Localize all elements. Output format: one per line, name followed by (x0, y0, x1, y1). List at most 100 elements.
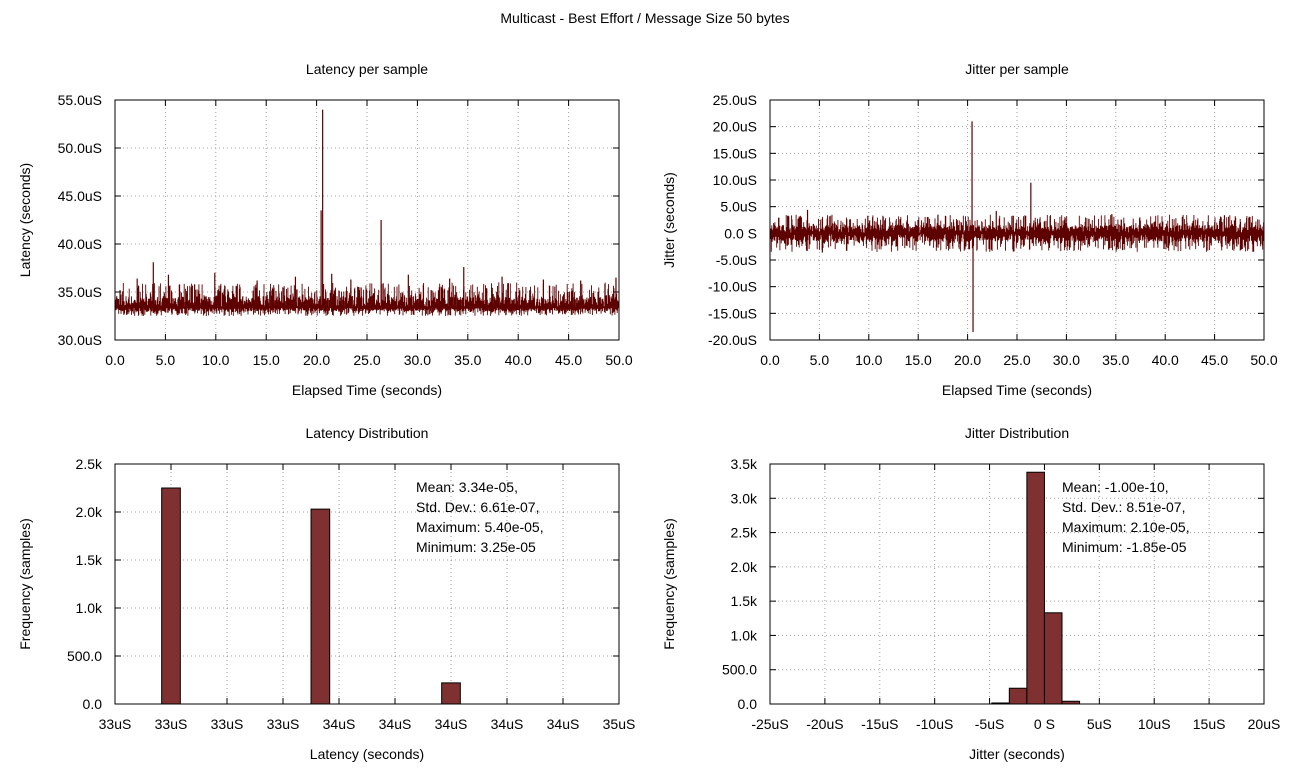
y-tick-label: 2.0k (76, 504, 103, 520)
plot-frame (114, 463, 620, 705)
y-tick-label: 3.5k (731, 456, 758, 472)
page-title: Multicast - Best Effort / Message Size 5… (500, 10, 789, 26)
x-tick-label: 34uS (379, 716, 412, 732)
y-tick-label: 25.0uS (713, 92, 757, 108)
stats-line: Minimum: 3.25e-05 (416, 539, 536, 555)
x-tick-label: 34uS (491, 716, 524, 732)
x-tick-label: 0 S (1034, 716, 1055, 732)
x-tick-label: 25.0 (353, 352, 380, 368)
x-tick-label: 5.0 (810, 352, 830, 368)
x-tick-label: 10.0 (202, 352, 229, 368)
y-tick-label: -5.0uS (716, 252, 757, 268)
chart-title: Jitter Distribution (965, 425, 1069, 441)
y-tick-label: 35.0uS (58, 284, 102, 300)
x-tick-label: -5uS (975, 716, 1005, 732)
stats-line: Minimum: -1.85e-05 (1062, 539, 1187, 555)
histogram-bar (1008, 687, 1028, 705)
x-tick-label: -10uS (916, 716, 953, 732)
x-tick-label: 10.0 (855, 352, 882, 368)
y-tick-label: 15.0uS (713, 145, 757, 161)
x-tick-label: 30.0 (1053, 352, 1080, 368)
x-tick-label: 35.0 (454, 352, 481, 368)
y-tick-label: 55.0uS (58, 92, 102, 108)
y-tick-label: 45.0uS (58, 188, 102, 204)
chart-jitter-distribution: -25uS -20uS -15uS -10uS -5uS 0 S 5uS 10uS 15uS 20… (661, 425, 1280, 762)
x-axis-label: Latency (seconds) (310, 746, 424, 762)
x-tick-label: 30.0 (404, 352, 431, 368)
y-axis-label: Frequency (samples) (17, 518, 33, 650)
histogram-bar (310, 508, 331, 705)
stats-line: Maximum: 2.10e-05, (1062, 519, 1190, 535)
y-tick-label: -15.0uS (708, 305, 757, 321)
y-tick-label: 2.0k (731, 559, 758, 575)
stats-line: Mean: -1.00e-10, (1062, 479, 1169, 495)
x-tick-label: 15.0 (905, 352, 932, 368)
stats-line: Std. Dev.: 8.51e-07, (1062, 499, 1185, 515)
x-axis-label: Elapsed Time (seconds) (292, 382, 442, 398)
x-tick-label: 40.0 (505, 352, 532, 368)
stats-line: Maximum: 5.40e-05, (416, 519, 544, 535)
histogram-bar (161, 487, 181, 705)
y-tick-label: 2.5k (731, 525, 758, 541)
y-tick-label: 2.5k (76, 456, 103, 472)
chart-title: Latency per sample (306, 61, 428, 77)
y-tick-label: 1.5k (731, 593, 758, 609)
plot-frame (769, 99, 1265, 341)
y-tick-label: 30.0uS (58, 332, 102, 348)
x-tick-label: -15uS (861, 716, 898, 732)
x-tick-label: 33uS (267, 716, 300, 732)
x-tick-label: 20.0 (303, 352, 330, 368)
chart-latency-distribution: 33uS 33uS 33uS 33uS 34uS 34uS 34uS 34uS 34uS 35uS… (17, 425, 635, 762)
x-tick-label: -20uS (806, 716, 843, 732)
x-tick-label: 33uS (99, 716, 132, 732)
y-tick-label: 40.0uS (58, 236, 102, 252)
y-tick-label: 0.0 (738, 696, 758, 712)
y-tick-label: 1.0k (76, 600, 103, 616)
stats-line: Mean: 3.34e-05, (416, 479, 518, 495)
histogram-bar (1026, 471, 1045, 705)
plot-frame (114, 99, 620, 341)
y-tick-label: 50.0uS (58, 140, 102, 156)
y-tick-label: 0.0 S (724, 225, 757, 241)
chart-latency-per-sample: 0.0 5.0 10.0 15.0 20.0 25.0 30.0 35.0 40.0 45.0 50… (17, 61, 633, 398)
x-tick-label: 20.0 (954, 352, 981, 368)
x-tick-label: -25uS (751, 716, 788, 732)
x-tick-label: 45.0 (1201, 352, 1228, 368)
y-tick-label: 1.0k (731, 627, 758, 643)
x-tick-label: 5uS (1087, 716, 1112, 732)
x-tick-label: 50.0 (605, 352, 632, 368)
x-tick-label: 15uS (1193, 716, 1226, 732)
chart-title: Latency Distribution (306, 425, 429, 441)
y-tick-label: 5.0uS (720, 199, 757, 215)
histogram-bar (1043, 612, 1063, 705)
y-tick-label: 3.0k (731, 490, 758, 506)
y-axis-label: Latency (seconds) (17, 163, 33, 277)
plot-frame (769, 463, 1265, 705)
x-tick-label: 25.0 (1003, 352, 1030, 368)
y-tick-label: 1.5k (76, 552, 103, 568)
x-tick-label: 5.0 (156, 352, 176, 368)
x-tick-label: 20uS (1248, 716, 1281, 732)
x-tick-label: 15.0 (253, 352, 280, 368)
x-tick-label: 35uS (603, 716, 636, 732)
x-tick-label: 33uS (211, 716, 244, 732)
y-tick-label: 500.0 (67, 648, 102, 664)
x-tick-label: 10uS (1138, 716, 1171, 732)
y-tick-label: 0.0 (83, 696, 103, 712)
y-axis-label: Frequency (samples) (661, 518, 677, 650)
x-tick-label: 0.0 (105, 352, 125, 368)
y-tick-label: -20.0uS (708, 332, 757, 348)
x-tick-label: 45.0 (555, 352, 582, 368)
x-axis-label: Jitter (seconds) (969, 746, 1065, 762)
x-tick-label: 34uS (323, 716, 356, 732)
y-tick-label: 10.0uS (713, 172, 757, 188)
stats-line: Std. Dev.: 6.61e-07, (416, 499, 539, 515)
y-tick-label: 500.0 (722, 662, 757, 678)
x-axis-label: Elapsed Time (seconds) (942, 382, 1092, 398)
x-tick-label: 50.0 (1250, 352, 1277, 368)
x-tick-label: 40.0 (1152, 352, 1179, 368)
x-tick-label: 35.0 (1102, 352, 1129, 368)
x-tick-label: 33uS (155, 716, 188, 732)
y-axis-label: Jitter (seconds) (661, 172, 677, 268)
